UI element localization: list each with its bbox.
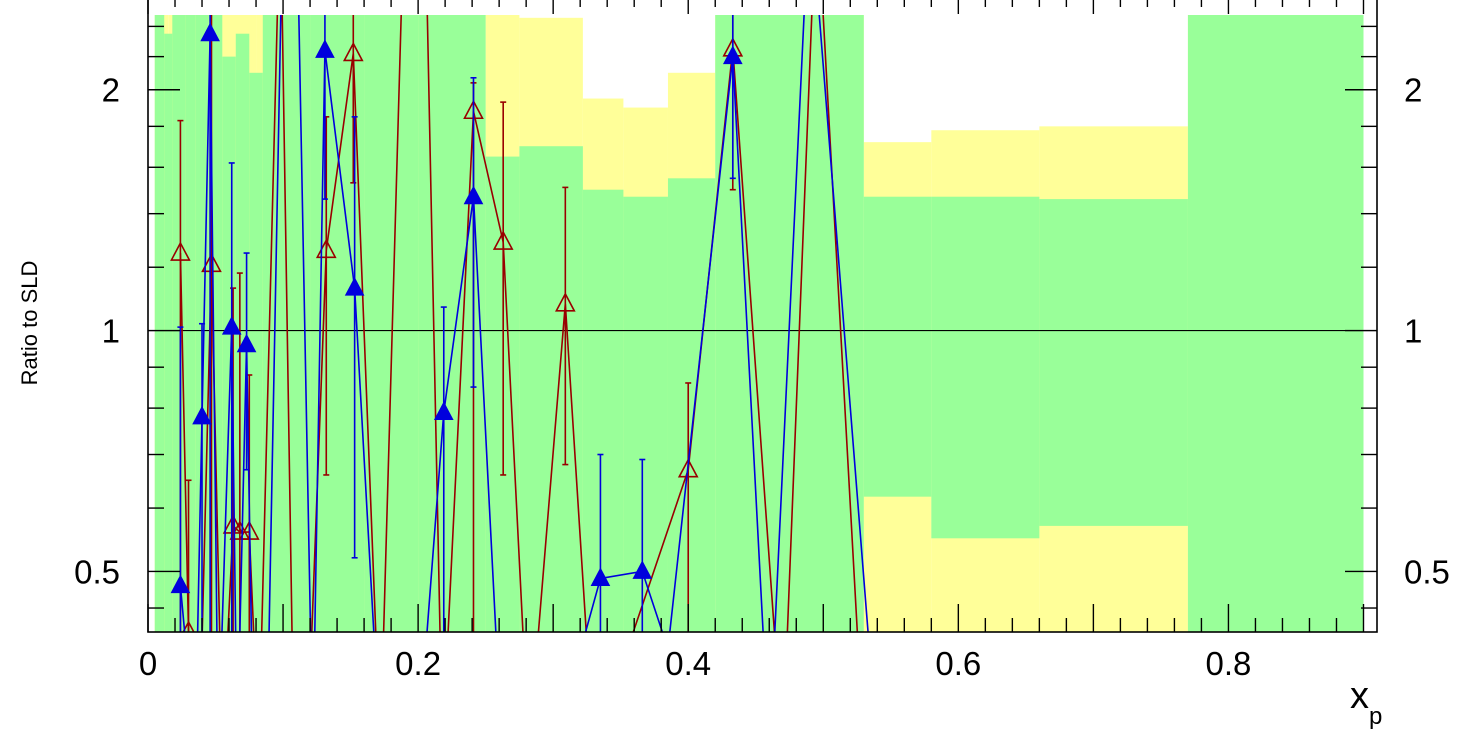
data-point bbox=[222, 514, 244, 534]
data-point bbox=[170, 574, 191, 594]
inner-band-segment bbox=[185, 15, 196, 632]
y-tick-label: 0.5 bbox=[74, 553, 120, 590]
inner-band-segment bbox=[762, 15, 804, 632]
inner-band-segment bbox=[931, 196, 1040, 539]
x-tick-label: 0.6 bbox=[935, 645, 981, 682]
y-axis-title: Ratio to SLD bbox=[17, 261, 42, 386]
x-tick-label: 0 bbox=[139, 645, 157, 682]
series-line bbox=[179, 15, 859, 632]
x-axis-title-main: x bbox=[1350, 675, 1369, 717]
y-right-tick-label: 2 bbox=[1404, 72, 1422, 109]
plot-frame bbox=[147, 0, 1378, 633]
inner-band-segment bbox=[172, 15, 186, 632]
series-filled-triangle bbox=[170, 15, 869, 632]
y-tick-label: 1 bbox=[102, 313, 120, 350]
x-tick-label: 0.8 bbox=[1206, 645, 1252, 682]
y-tick-label: 2 bbox=[102, 72, 120, 109]
data-point bbox=[221, 316, 242, 335]
x-tick-label: 0.2 bbox=[395, 645, 441, 682]
inner-band-segment bbox=[154, 15, 165, 632]
x-axis-title-sub: p bbox=[1369, 703, 1382, 730]
y-right-tick-label: 0.5 bbox=[1404, 553, 1450, 590]
inner-band-segment bbox=[364, 15, 419, 632]
data-point bbox=[590, 567, 611, 586]
plot-border bbox=[147, 0, 1378, 633]
data-point bbox=[463, 185, 484, 205]
inner-band-segment bbox=[519, 146, 583, 632]
inner-band-segment bbox=[1187, 15, 1364, 632]
inner-band-segment bbox=[863, 196, 932, 497]
data-point bbox=[315, 39, 335, 58]
tick-labels: 0 0.2 0.4 0.6 0.8 0.5 0.5 1 1 2 2 bbox=[74, 72, 1450, 682]
x-tick-label: 0.4 bbox=[665, 645, 711, 682]
data-point bbox=[677, 458, 699, 478]
inner-band-segment bbox=[249, 72, 263, 632]
inner-band-segment bbox=[582, 189, 624, 632]
axis-ticks bbox=[147, 0, 1377, 632]
data-point bbox=[192, 405, 212, 425]
data-point bbox=[201, 252, 222, 273]
data-point bbox=[344, 277, 365, 296]
data-point bbox=[236, 333, 257, 353]
x-axis-title: xp bbox=[1350, 675, 1382, 730]
data-point bbox=[554, 292, 576, 312]
inner-band-segment bbox=[623, 196, 668, 632]
inner-band-segment bbox=[1039, 199, 1188, 526]
y-right-tick-label: 1 bbox=[1404, 313, 1422, 350]
series-line bbox=[179, 15, 869, 632]
inner-band-segment bbox=[803, 15, 864, 632]
inner-band-segment bbox=[715, 15, 763, 632]
uncertainty-bands bbox=[154, 15, 1364, 632]
data-point bbox=[722, 45, 743, 65]
data-point bbox=[433, 401, 454, 420]
data-point bbox=[492, 230, 514, 250]
inner-band-segment bbox=[164, 33, 173, 632]
series-layer bbox=[170, 15, 869, 632]
data-point bbox=[170, 241, 191, 261]
data-point bbox=[632, 560, 653, 579]
inner-band-segment bbox=[667, 178, 716, 632]
data-point bbox=[342, 41, 364, 62]
data-point bbox=[200, 22, 220, 42]
